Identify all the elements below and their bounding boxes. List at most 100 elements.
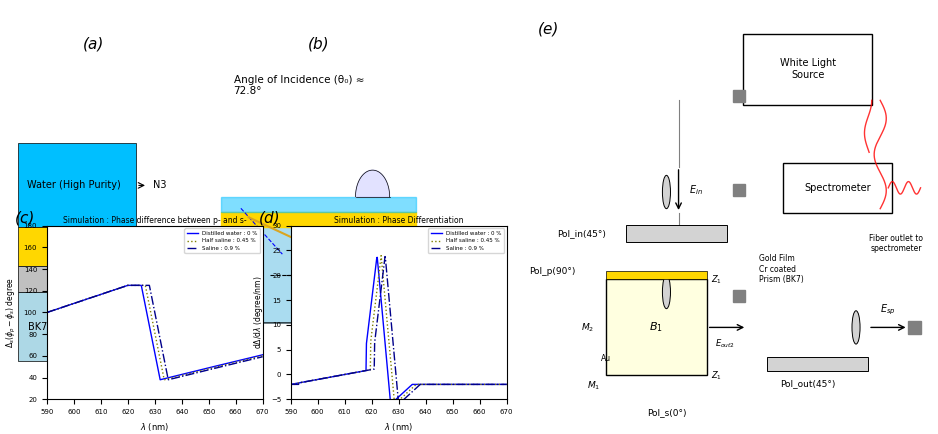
Distilled water : 0 %: (670, 61): 0 %: (670, 61) — [257, 352, 268, 358]
Text: $M_2$: $M_2$ — [581, 321, 594, 334]
Distilled water : 0 %: (590, 100): 0 %: (590, 100) — [41, 310, 53, 315]
Text: N1: N1 — [153, 274, 166, 284]
Bar — [733, 90, 745, 102]
Saline : 0.9 %: (629, 117): 0.9 %: (629, 117) — [145, 291, 157, 296]
Polygon shape — [221, 227, 416, 323]
Saline : 0.9 %: (590, -2): 0.9 %: (590, -2) — [285, 382, 296, 387]
Text: $E_{in}$: $E_{in}$ — [688, 183, 703, 197]
Half saline : 0.45 %: (628, -3.94): 0.45 %: (628, -3.94) — [388, 391, 400, 397]
Half saline : 0.45 %: (638, 40.7): 0.45 %: (638, 40.7) — [171, 374, 182, 379]
Y-axis label: d$\Delta$/d$\lambda$ (degree/nm): d$\Delta$/d$\lambda$ (degree/nm) — [252, 276, 265, 349]
Distilled water : 0 %: (628, 85.8): 0 %: (628, 85.8) — [144, 326, 156, 331]
Half saline : 0.45 %: (620, 125): 0.45 %: (620, 125) — [123, 283, 134, 288]
Saline : 0.9 %: (620, 125): 0.9 %: (620, 125) — [123, 283, 134, 288]
FancyBboxPatch shape — [743, 34, 872, 105]
Saline : 0.9 %: (590, 100): 0.9 %: (590, 100) — [41, 310, 53, 315]
Saline : 0.9 %: (656, 50.7): 0.9 %: (656, 50.7) — [219, 363, 230, 368]
X-axis label: $\lambda$ (nm): $\lambda$ (nm) — [140, 421, 170, 433]
Text: $M_1$: $M_1$ — [587, 379, 600, 392]
Half saline : 0.45 %: (634, 38.1): 0.45 %: (634, 38.1) — [159, 377, 170, 382]
Polygon shape — [221, 212, 416, 227]
Text: (a): (a) — [83, 36, 104, 52]
Line: Saline : 0.9 %: Saline : 0.9 % — [47, 286, 263, 380]
Text: Pol_s(0°): Pol_s(0°) — [646, 408, 687, 418]
Distilled water : 0 %: (634, 39): 0 %: (634, 39) — [159, 376, 170, 381]
Text: Au: Au — [601, 354, 611, 363]
Text: N2: N2 — [153, 241, 167, 252]
Saline : 0.9 %: (628, 123): 0.9 %: (628, 123) — [144, 285, 156, 290]
Half saline : 0.45 %: (633, 38.7): 0.45 %: (633, 38.7) — [159, 376, 170, 381]
Text: N3: N3 — [153, 181, 166, 191]
Text: Angle of Incidence (θ₀) ≈
72.8°: Angle of Incidence (θ₀) ≈ 72.8° — [234, 75, 364, 96]
Title: Simulation : Phase difference between p- and s-: Simulation : Phase difference between p-… — [63, 216, 247, 225]
Bar — [733, 290, 745, 302]
Title: Simulation : Phase Differentiation: Simulation : Phase Differentiation — [334, 216, 463, 225]
Saline : 0.9 %: (668, -2): 0.9 %: (668, -2) — [496, 382, 507, 387]
FancyBboxPatch shape — [18, 227, 136, 266]
Line: Saline : 0.9 %: Saline : 0.9 % — [291, 256, 507, 404]
Saline : 0.9 %: (625, 23.8): 0.9 %: (625, 23.8) — [379, 254, 390, 259]
FancyBboxPatch shape — [18, 266, 136, 293]
Text: Pol_in(45°): Pol_in(45°) — [557, 229, 607, 238]
Polygon shape — [221, 197, 416, 212]
Saline : 0.9 %: (635, 38): 0.9 %: (635, 38) — [163, 377, 174, 382]
Text: (c): (c) — [14, 210, 35, 225]
Text: $E_{sp}$: $E_{sp}$ — [881, 302, 896, 317]
Distilled water : 0 %: (632, 38): 0 %: (632, 38) — [155, 377, 166, 382]
Text: (e): (e) — [537, 21, 559, 36]
Text: $Z_1$: $Z_1$ — [711, 369, 722, 381]
Half saline : 0.45 %: (629, 98.4): 0.45 %: (629, 98.4) — [145, 312, 157, 317]
Text: $E_{out2}$: $E_{out2}$ — [715, 338, 734, 350]
Saline : 0.9 %: (628, 5.06): 0.9 %: (628, 5.06) — [388, 347, 400, 352]
Saline : 0.9 %: (629, 2.18): 0.9 %: (629, 2.18) — [389, 361, 401, 366]
Saline : 0.9 %: (633, 57.3): 0.9 %: (633, 57.3) — [159, 356, 170, 362]
Ellipse shape — [852, 311, 860, 344]
Half saline : 0.45 %: (629, -5.85): 0.45 %: (629, -5.85) — [390, 401, 401, 406]
FancyBboxPatch shape — [18, 143, 136, 227]
Half saline : 0.45 %: (668, 59.1): 0.45 %: (668, 59.1) — [252, 354, 264, 359]
Text: Water (High Purity): Water (High Purity) — [26, 181, 120, 191]
Bar — [733, 184, 745, 196]
Saline : 0.9 %: (670, 59.2): 0.9 %: (670, 59.2) — [257, 354, 268, 359]
Line: Half saline : 0.45 %: Half saline : 0.45 % — [291, 256, 507, 404]
Half saline : 0.45 %: (656, -2): 0.45 %: (656, -2) — [462, 382, 474, 387]
Saline : 0.9 %: (638, -2.03): 0.9 %: (638, -2.03) — [415, 382, 426, 387]
Text: 45°: 45° — [225, 246, 242, 256]
Text: N₀: N₀ — [300, 292, 313, 302]
FancyBboxPatch shape — [783, 163, 892, 213]
Half saline : 0.45 %: (668, -2): 0.45 %: (668, -2) — [496, 382, 507, 387]
Text: Pol_out(45°): Pol_out(45°) — [779, 379, 836, 388]
Half saline : 0.45 %: (624, 24): 0.45 %: (624, 24) — [375, 253, 386, 258]
Saline : 0.9 %: (630, -5.96): 0.9 %: (630, -5.96) — [393, 401, 404, 407]
Text: Pol_p(90°): Pol_p(90°) — [529, 267, 576, 276]
Distilled water : 0 %: (638, -2): 0 %: (638, -2) — [415, 382, 426, 387]
Distilled water : 0 %: (656, 52.5): 0 %: (656, 52.5) — [219, 362, 230, 367]
Polygon shape — [356, 170, 389, 197]
Line: Distilled water : 0 %: Distilled water : 0 % — [47, 286, 263, 380]
Distilled water : 0 %: (629, -5.1): 0 %: (629, -5.1) — [390, 397, 401, 402]
Half saline : 0.45 %: (629, -5.93): 0.45 %: (629, -5.93) — [389, 401, 401, 407]
Ellipse shape — [662, 275, 671, 309]
Distilled water : 0 %: (670, -2): 0 %: (670, -2) — [501, 382, 512, 387]
Bar — [606, 271, 707, 279]
Distilled water : 0 %: (638, 41.7): 0 %: (638, 41.7) — [171, 373, 182, 378]
Distilled water : 0 %: (656, -2): 0 %: (656, -2) — [462, 382, 474, 387]
Text: (b): (b) — [308, 36, 330, 52]
Text: Gold Film
Cr coated
Prism (BK7): Gold Film Cr coated Prism (BK7) — [759, 254, 804, 284]
Distilled water : 0 %: (634, -2.7): 0 %: (634, -2.7) — [402, 385, 414, 391]
Half saline : 0.45 %: (656, 51.6): 0.45 %: (656, 51.6) — [219, 362, 230, 368]
Half saline : 0.45 %: (628, 104): 0.45 %: (628, 104) — [144, 305, 156, 310]
Bar — [767, 357, 869, 371]
Y-axis label: $\Delta_s(\phi_p - \phi_s)$ degree: $\Delta_s(\phi_p - \phi_s)$ degree — [5, 277, 18, 348]
Text: θ₀: θ₀ — [350, 254, 361, 264]
Bar — [627, 225, 727, 242]
Text: (d): (d) — [258, 210, 280, 225]
Half saline : 0.45 %: (634, -3.45): 0.45 %: (634, -3.45) — [402, 389, 414, 394]
Distilled water : 0 %: (629, 79.8): 0 %: (629, 79.8) — [145, 332, 157, 337]
Text: $Z_1$: $Z_1$ — [711, 273, 722, 286]
Half saline : 0.45 %: (670, -2): 0.45 %: (670, -2) — [501, 382, 512, 387]
Distilled water : 0 %: (668, 60): 0 %: (668, 60) — [252, 353, 264, 358]
Line: Distilled water : 0 %: Distilled water : 0 % — [291, 257, 507, 404]
Saline : 0.9 %: (668, 58.2): 0.9 %: (668, 58.2) — [252, 355, 264, 360]
Ellipse shape — [662, 175, 671, 209]
